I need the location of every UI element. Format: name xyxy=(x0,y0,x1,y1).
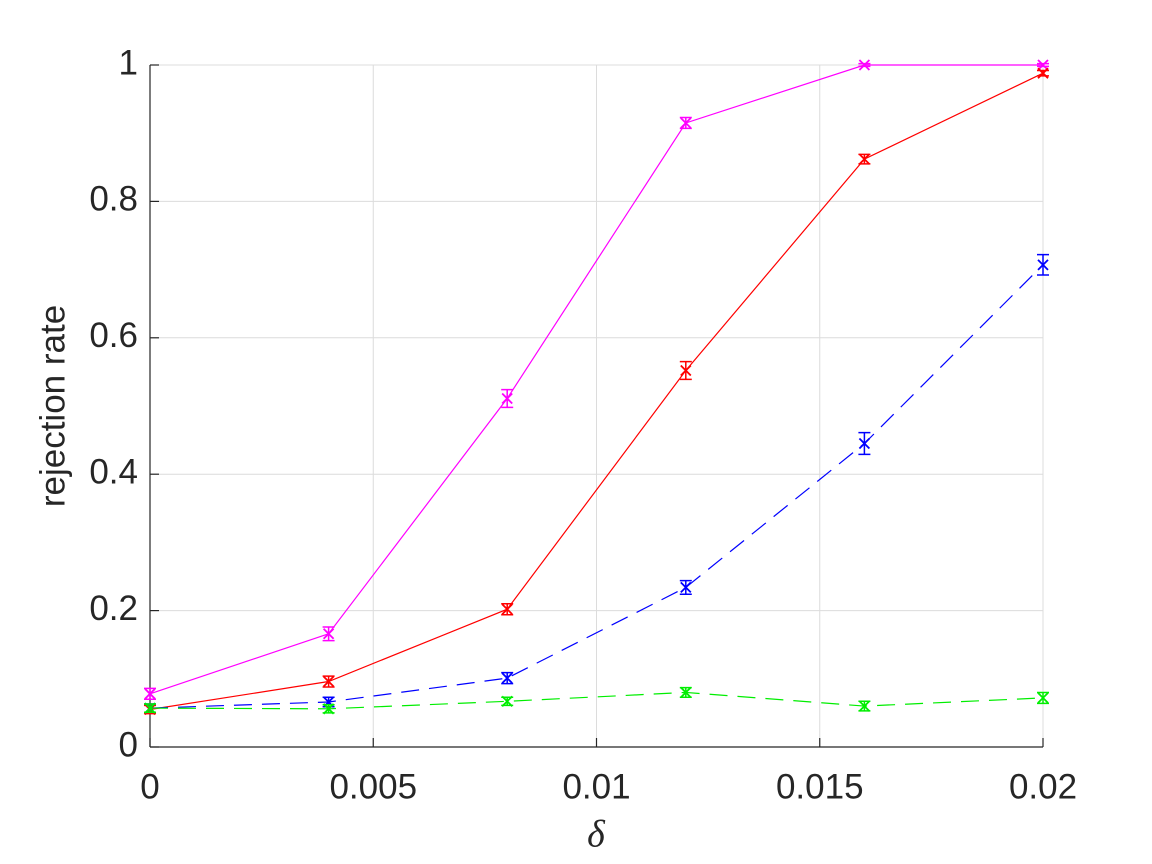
point-marker xyxy=(322,675,335,688)
point-marker xyxy=(680,364,692,377)
point-marker xyxy=(1037,67,1049,79)
point-marker xyxy=(322,628,335,640)
point-marker xyxy=(322,703,335,715)
y-tick-label: 1 xyxy=(119,43,138,82)
point-marker xyxy=(144,702,156,714)
series-line xyxy=(149,64,1043,695)
point-marker xyxy=(680,686,692,699)
x-tick-label: 0 xyxy=(140,767,159,806)
point-marker xyxy=(680,581,692,594)
point-marker xyxy=(501,603,513,615)
x-tick-label: 0.02 xyxy=(1009,767,1077,806)
point-marker xyxy=(1037,259,1049,271)
point-marker xyxy=(858,700,871,712)
y-tick-label: 0.8 xyxy=(89,180,138,219)
point-marker xyxy=(501,672,513,684)
y-axis-label: rejection rate xyxy=(33,305,72,507)
x-tick-label: 0.01 xyxy=(562,767,630,806)
point-marker xyxy=(680,117,692,129)
x-tick-label: 0.005 xyxy=(329,767,417,806)
series-line xyxy=(149,264,1044,709)
y-tick-label: 0 xyxy=(119,725,138,764)
y-tick-label: 0.4 xyxy=(89,452,138,491)
point-marker xyxy=(501,695,513,707)
y-tick-label: 0.2 xyxy=(89,589,138,628)
series-line xyxy=(149,72,1044,711)
x-axis-label: δ xyxy=(587,814,606,856)
point-marker xyxy=(858,153,871,165)
x-tick-label: 0.015 xyxy=(776,767,864,806)
point-marker xyxy=(501,392,513,405)
point-marker xyxy=(1037,59,1049,71)
y-tick-label: 0.6 xyxy=(89,316,138,355)
series-line xyxy=(149,691,1044,710)
point-marker xyxy=(144,688,156,700)
point-marker xyxy=(858,437,871,450)
point-marker xyxy=(1037,692,1049,704)
point-marker xyxy=(858,59,871,71)
